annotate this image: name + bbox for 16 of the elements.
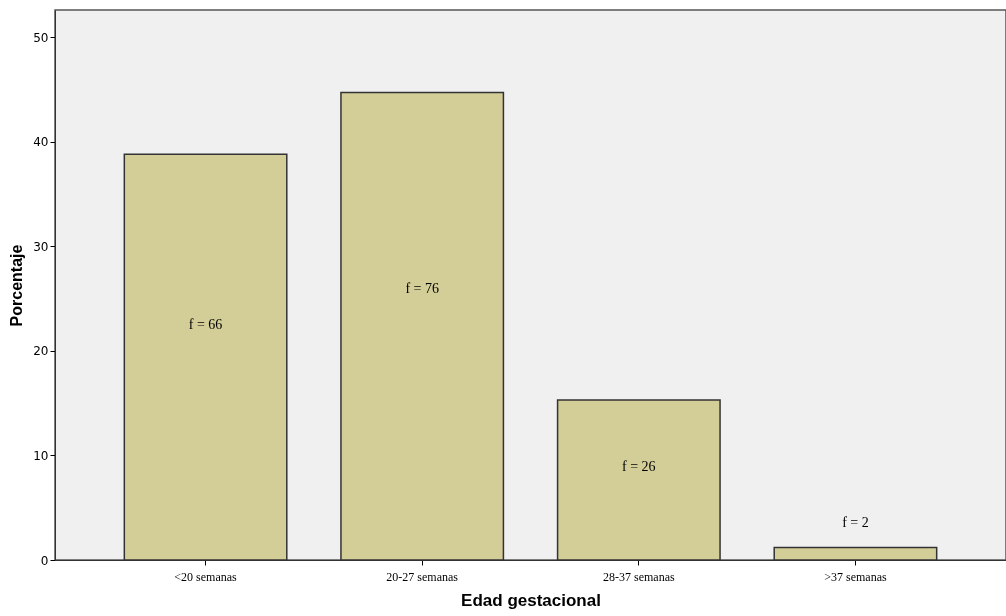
x-tick-label: 20-27 semanas	[386, 569, 459, 584]
y-tick-label: 0	[40, 553, 49, 568]
x-axis-title: Edad gestacional	[461, 590, 601, 610]
y-tick-label: 10	[33, 448, 49, 463]
y-tick-label: 40	[33, 135, 49, 150]
annotation: f = 26	[622, 459, 656, 475]
annotation: f = 2	[842, 514, 869, 530]
x-tick-label: 28-37 semanas	[602, 569, 675, 584]
annotation: f = 76	[405, 280, 439, 296]
y-tick-label: 20	[33, 344, 49, 359]
x-tick-label: <20 semanas	[174, 569, 238, 584]
annotation: f = 66	[188, 316, 223, 332]
y-tick-label: 30	[33, 239, 49, 254]
x-tick-label: >37 semanas	[824, 569, 887, 584]
y-tick-label: 50	[33, 30, 49, 45]
y-axis-title: Porcentaje	[8, 244, 26, 327]
